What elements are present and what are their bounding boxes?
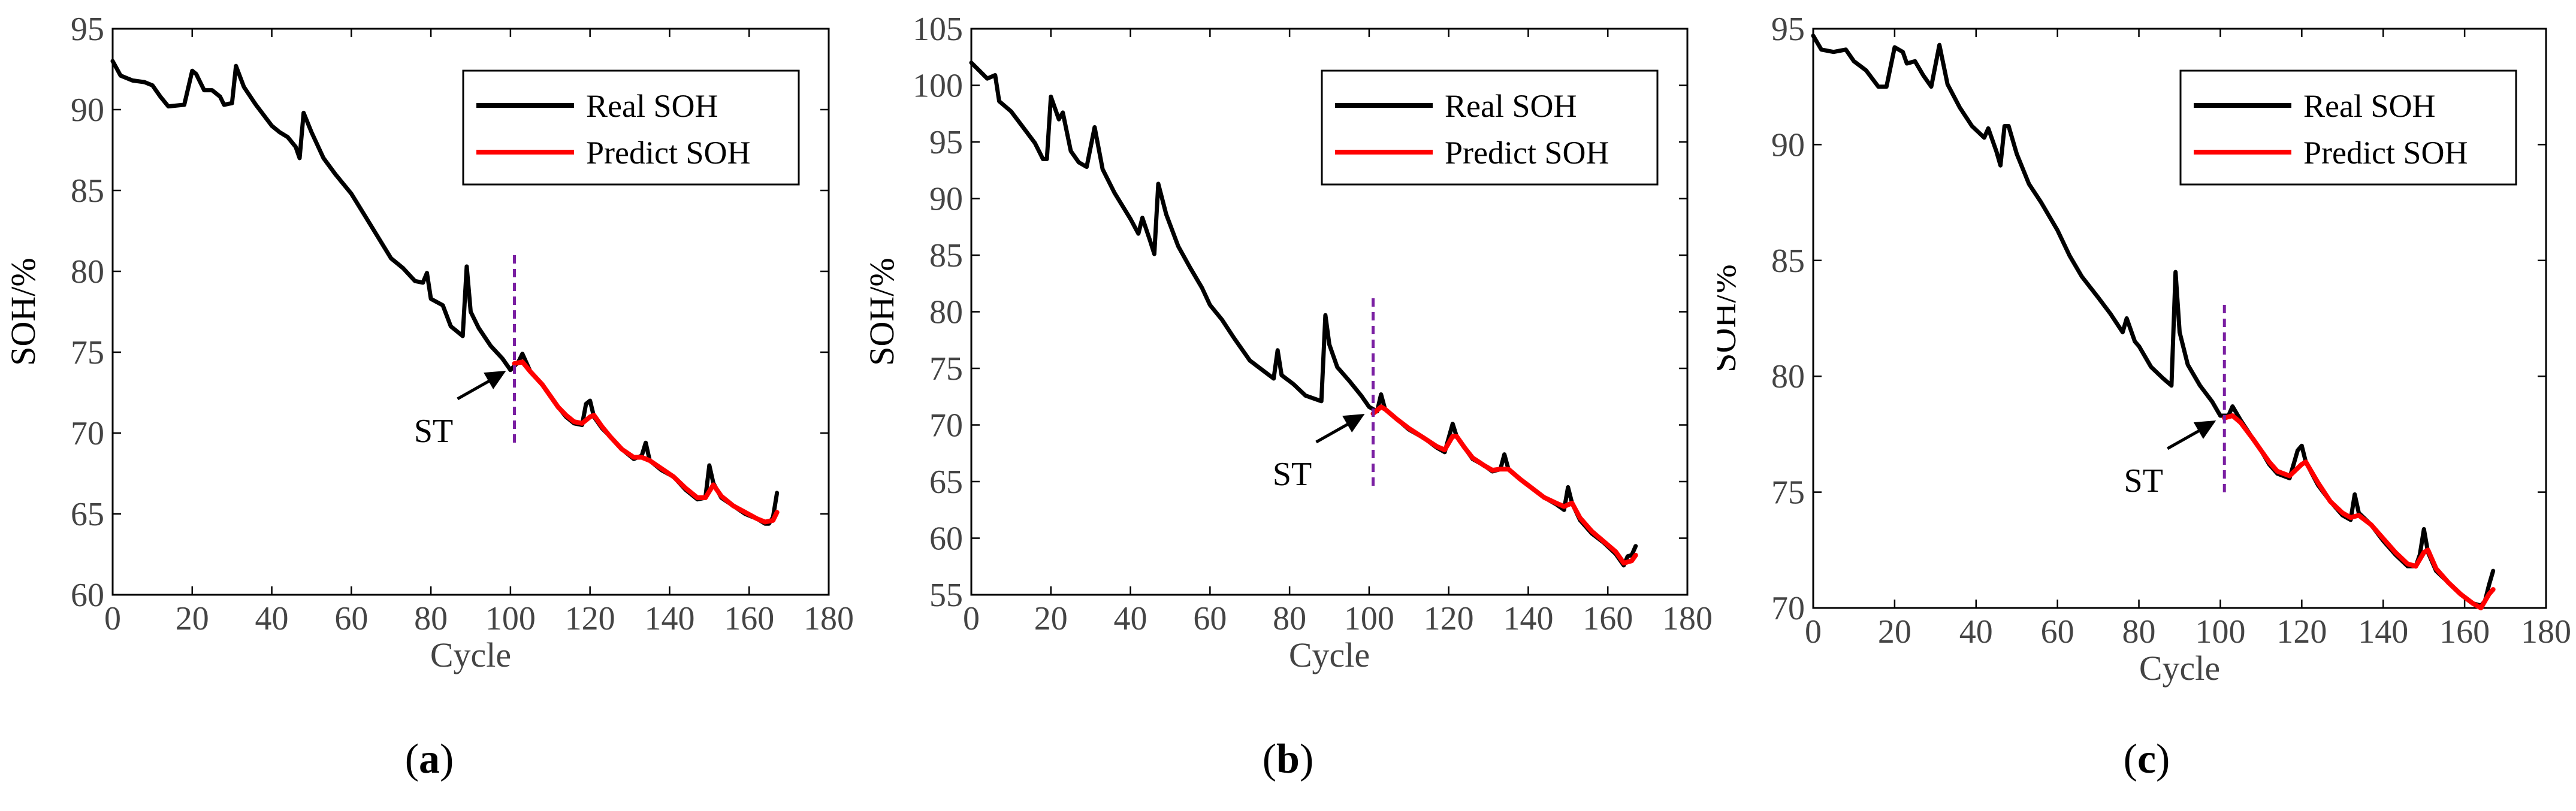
x-tick-label-c-2: 40 xyxy=(1959,613,1993,650)
predict-soh-line-c xyxy=(2222,413,2496,610)
panel-caption-b: (b) xyxy=(1262,736,1314,782)
panel-b: 0 20 40 60 80 100 120 140 160 180 55 60 65 70 75 80 85 90… xyxy=(859,0,1717,808)
x-tick-label-b-9: 180 xyxy=(1662,600,1713,637)
y-tick-label-b-4: 75 xyxy=(929,350,963,388)
y-tick-label-b-2: 65 xyxy=(929,464,963,501)
y-tick-label-c-2: 80 xyxy=(1771,358,1805,395)
panel-label-b: b xyxy=(1276,736,1300,782)
panel-label-c: c xyxy=(2137,736,2157,782)
x-tick-label-c-4: 80 xyxy=(2122,613,2156,650)
legend-label-c-1: Predict SOH xyxy=(2303,135,2468,171)
chart-c: 0 20 40 60 80 100 120 140 160 180 70 75 80 85 90 95 Cycl… xyxy=(1704,11,2571,688)
y-tick-label-b-10: 105 xyxy=(913,11,963,48)
legend-box-b xyxy=(1321,69,1659,186)
st-label-a: ST xyxy=(414,413,453,450)
panel-caption-a: (a) xyxy=(404,736,454,782)
y-tick-label-b-6: 85 xyxy=(929,237,963,274)
y-tick-label-b-1: 60 xyxy=(929,521,963,558)
y-tick-label-c-0: 70 xyxy=(1771,590,1805,627)
x-tick-label-b-8: 160 xyxy=(1583,600,1633,637)
y-tick-label-b-3: 70 xyxy=(929,407,963,444)
y-tick-label-a-2: 70 xyxy=(71,415,104,452)
x-tick-label-b-2: 40 xyxy=(1114,600,1147,637)
y-axis-label-b: SOH/% xyxy=(862,258,901,365)
plot-frame-c xyxy=(1812,28,2547,609)
x-tick-label-b-6: 120 xyxy=(1424,600,1474,637)
legend-label-a-1: Predict SOH xyxy=(586,135,750,171)
legend-box-a xyxy=(462,69,800,186)
x-tick-label-a-7: 140 xyxy=(644,600,694,637)
legend-box-c xyxy=(2179,69,2517,186)
x-tick-label-b-1: 20 xyxy=(1034,600,1068,637)
predict-soh-line-a xyxy=(512,359,780,525)
x-tick-label-c-9: 180 xyxy=(2521,613,2571,650)
x-tick-label-c-1: 20 xyxy=(1878,613,1911,650)
y-tick-label-a-1: 65 xyxy=(71,496,104,533)
x-tick-label-b-0: 0 xyxy=(963,600,980,637)
legend-label-c-0: Real SOH xyxy=(2303,88,2435,124)
x-tick-label-c-7: 140 xyxy=(2358,613,2408,650)
x-tick-label-a-2: 40 xyxy=(255,600,289,637)
y-tick-label-c-4: 90 xyxy=(1771,126,1805,164)
x-axis-label-c: Cycle xyxy=(2139,649,2220,688)
panel-c: 0 20 40 60 80 100 120 140 160 180 70 75 80 85 90 95 Cycl… xyxy=(1704,0,2576,808)
chart-b: 0 20 40 60 80 100 120 140 160 180 55 60 65 70 75 80 85 90… xyxy=(862,11,1713,674)
x-axis-label-b: Cycle xyxy=(1289,636,1370,674)
legend-label-a-0: Real SOH xyxy=(586,88,718,124)
y-tick-label-a-0: 60 xyxy=(71,577,104,614)
panel-label-a: a xyxy=(419,736,440,782)
y-tick-label-b-9: 100 xyxy=(913,68,963,105)
y-tick-label-c-3: 85 xyxy=(1771,243,1805,280)
x-tick-label-a-4: 80 xyxy=(414,600,448,637)
x-axis-label-a: Cycle xyxy=(430,636,511,674)
x-tick-label-c-8: 160 xyxy=(2439,613,2490,650)
y-tick-label-a-4: 80 xyxy=(71,253,104,290)
panel-a: 0 20 40 60 80 100 120 140 160 180 60 65 70 75 80 85 90 95… xyxy=(0,0,859,808)
panel-caption-c: (c) xyxy=(2123,736,2170,782)
y-axis-label-a: SOH/% xyxy=(4,258,43,365)
y-tick-label-b-7: 90 xyxy=(929,181,963,218)
y-tick-label-a-3: 75 xyxy=(71,334,104,371)
x-tick-label-a-5: 100 xyxy=(485,600,536,637)
st-label-b: ST xyxy=(1273,456,1312,493)
x-tick-label-c-6: 120 xyxy=(2276,613,2327,650)
st-arrow-head-c xyxy=(2193,420,2216,439)
y-tick-label-b-8: 95 xyxy=(929,124,963,161)
x-tick-label-a-1: 20 xyxy=(176,600,209,637)
plot-frame-a xyxy=(111,28,830,596)
st-arrow-head-a xyxy=(484,370,506,389)
predict-soh-line-b xyxy=(1370,404,1638,566)
x-tick-label-b-4: 80 xyxy=(1273,600,1306,637)
st-label-c: ST xyxy=(2124,462,2163,500)
y-tick-label-c-1: 75 xyxy=(1771,474,1805,512)
y-tick-label-a-6: 90 xyxy=(71,92,104,129)
y-tick-label-c-5: 95 xyxy=(1771,11,1805,48)
legend-label-b-1: Predict SOH xyxy=(1445,135,1609,171)
x-tick-label-b-3: 60 xyxy=(1193,600,1227,637)
x-tick-label-b-7: 140 xyxy=(1503,600,1553,637)
chart-a: 0 20 40 60 80 100 120 140 160 180 60 65 70 75 80 85 90 95… xyxy=(4,11,854,674)
x-tick-label-a-9: 180 xyxy=(804,600,854,637)
y-tick-label-b-5: 80 xyxy=(929,294,963,331)
y-tick-label-a-5: 85 xyxy=(71,173,104,210)
y-tick-label-a-7: 95 xyxy=(71,11,104,48)
x-tick-label-b-5: 100 xyxy=(1344,600,1394,637)
x-tick-label-a-8: 160 xyxy=(724,600,774,637)
x-tick-label-c-3: 60 xyxy=(2041,613,2074,650)
x-tick-label-a-0: 0 xyxy=(104,600,121,637)
x-tick-label-c-5: 100 xyxy=(2195,613,2245,650)
legend-label-b-0: Real SOH xyxy=(1445,88,1577,124)
x-tick-label-c-0: 0 xyxy=(1805,613,1822,650)
x-tick-label-a-6: 120 xyxy=(565,600,615,637)
y-axis-label-c: SOH/% xyxy=(1717,264,1743,372)
y-tick-label-b-0: 55 xyxy=(929,577,963,614)
st-arrow-head-b xyxy=(1342,414,1365,432)
x-tick-label-a-3: 60 xyxy=(334,600,368,637)
